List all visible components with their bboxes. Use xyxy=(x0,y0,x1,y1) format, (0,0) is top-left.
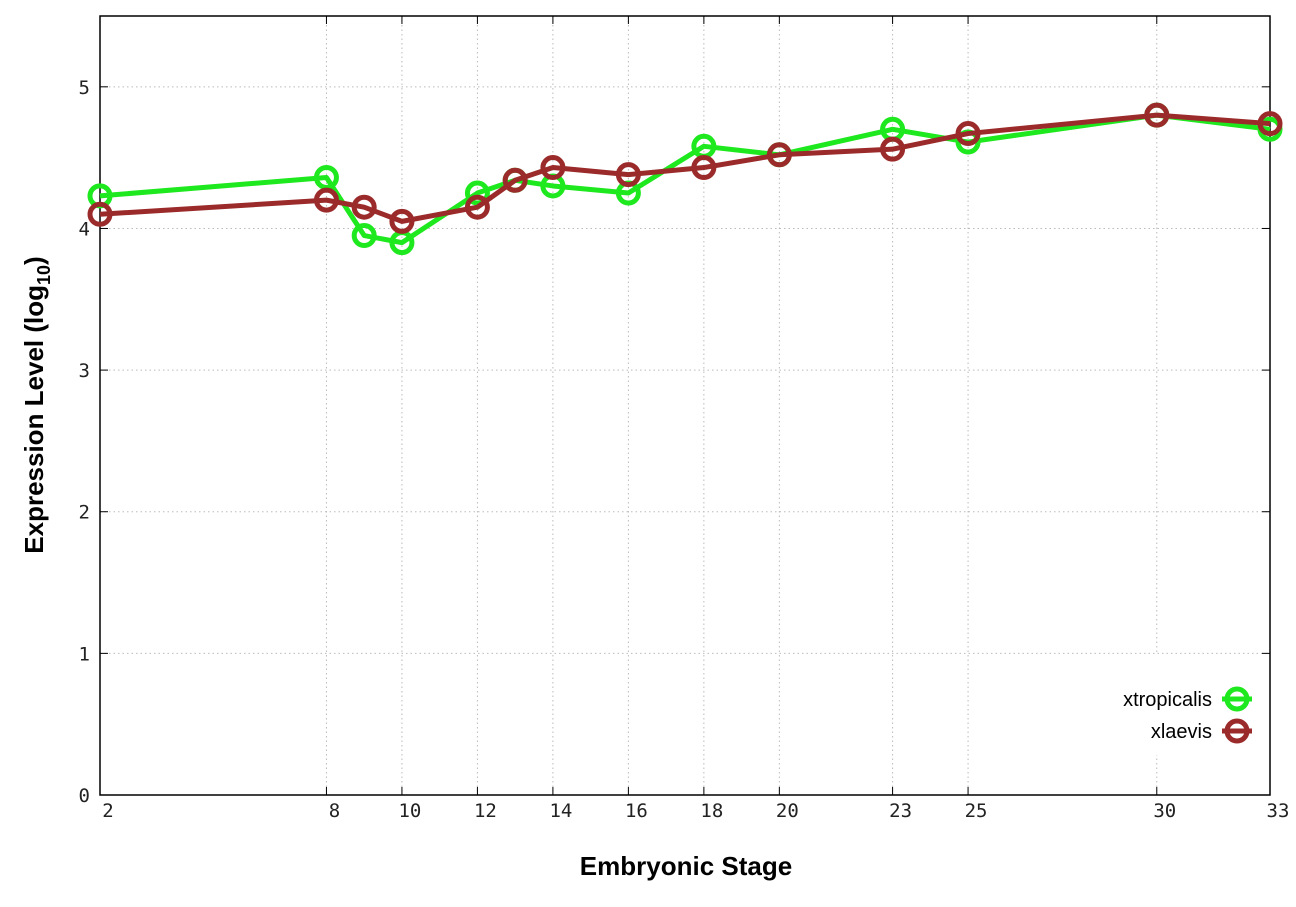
x-tick-label: 10 xyxy=(398,800,421,822)
y-tick-label: 1 xyxy=(79,643,90,665)
legend: xtropicalis xlaevis xyxy=(1072,655,1268,755)
data-point xyxy=(87,201,113,227)
y-axis-label-main: Expression Level (log xyxy=(19,285,49,554)
x-tick-label: 23 xyxy=(889,800,912,822)
y-axis-label: Expression Level (log10) xyxy=(19,256,54,553)
data-point xyxy=(313,187,339,213)
legend-label: xtropicalis xyxy=(1123,689,1212,711)
x-tick-label: 8 xyxy=(329,800,340,822)
data-point xyxy=(1144,102,1170,128)
y-tick-label: 2 xyxy=(79,502,90,524)
y-tick-label: 3 xyxy=(79,360,90,382)
series-xlaevis xyxy=(87,102,1283,234)
x-tick-label: 14 xyxy=(549,800,572,822)
plot-frame xyxy=(99,15,1271,796)
data-point xyxy=(540,155,566,181)
x-tick-label: 2 xyxy=(102,800,113,822)
y-tick-label: 4 xyxy=(79,218,90,240)
y-tick-label: 0 xyxy=(79,785,90,807)
data-point xyxy=(313,164,339,190)
x-tick-label: 33 xyxy=(1267,800,1290,822)
x-tick-label: 18 xyxy=(700,800,723,822)
x-tick-label: 16 xyxy=(625,800,648,822)
data-point xyxy=(880,136,906,162)
x-tick-label: 12 xyxy=(474,800,497,822)
data-point xyxy=(615,162,641,188)
y-tick-label: 5 xyxy=(79,77,90,99)
data-point xyxy=(464,194,490,220)
data-point xyxy=(351,194,377,220)
x-tick-label: 30 xyxy=(1153,800,1176,822)
series-xtropicalis xyxy=(87,102,1283,256)
data-point xyxy=(691,155,717,181)
x-axis-label: Embryonic Stage xyxy=(580,851,792,881)
series-line xyxy=(99,112,1271,224)
legend-marker xyxy=(1224,718,1250,744)
y-axis-label-sub: 10 xyxy=(34,265,54,285)
series-line xyxy=(99,112,1271,246)
data-point xyxy=(1257,111,1283,137)
series-group xyxy=(87,102,1283,256)
data-point xyxy=(389,208,415,234)
x-tick-label: 25 xyxy=(965,800,988,822)
x-tick-label: 20 xyxy=(776,800,799,822)
legend-marker xyxy=(1224,686,1250,712)
data-point xyxy=(351,223,377,249)
data-point xyxy=(464,180,490,206)
data-point xyxy=(502,167,528,193)
legend-label: xlaevis xyxy=(1151,721,1212,743)
y-axis-label-close: ) xyxy=(19,256,49,265)
data-point xyxy=(955,121,981,147)
data-point xyxy=(766,142,792,168)
